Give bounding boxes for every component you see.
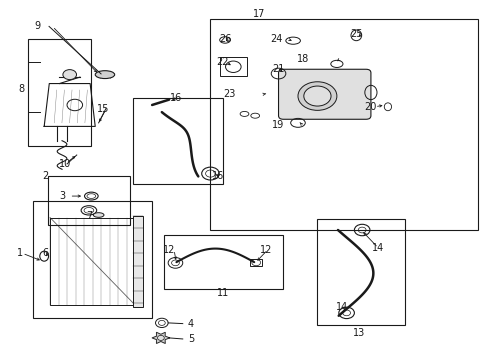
Bar [164, 235, 283, 289]
Text: 10: 10 [59, 159, 71, 169]
Text: 3: 3 [59, 191, 65, 201]
FancyBboxPatch shape [278, 69, 370, 119]
Circle shape [63, 69, 76, 80]
Ellipse shape [95, 71, 115, 78]
Bar [220, 57, 246, 76]
Text: 16: 16 [170, 93, 182, 103]
Text: 15: 15 [97, 104, 109, 113]
Text: 12: 12 [260, 245, 272, 255]
Text: 6: 6 [42, 248, 48, 258]
Bar [50, 217, 135, 305]
Text: 7: 7 [85, 211, 92, 221]
Text: 8: 8 [19, 84, 25, 94]
Bar [250, 258, 262, 266]
Circle shape [157, 336, 164, 341]
Text: 20: 20 [364, 102, 376, 112]
Text: 25: 25 [349, 28, 362, 39]
Bar [132, 98, 222, 184]
Text: 16: 16 [211, 171, 224, 181]
Bar [47, 176, 130, 225]
Text: 22: 22 [216, 57, 228, 67]
Text: 18: 18 [296, 54, 308, 64]
Bar [33, 202, 152, 318]
Bar [317, 219, 404, 325]
Ellipse shape [93, 213, 104, 217]
Bar [210, 19, 477, 230]
Text: 4: 4 [187, 319, 194, 329]
Text: 12: 12 [163, 245, 175, 255]
Text: 17: 17 [252, 9, 264, 19]
Text: 19: 19 [272, 120, 284, 130]
Text: 1: 1 [17, 248, 23, 258]
Text: 9: 9 [35, 21, 41, 31]
Text: 23: 23 [224, 89, 236, 99]
Bar [28, 39, 91, 146]
Bar [132, 216, 143, 307]
Text: 14: 14 [371, 243, 384, 253]
Text: 5: 5 [187, 334, 194, 344]
Text: 14: 14 [335, 302, 347, 312]
Text: 21: 21 [272, 64, 284, 74]
Text: 13: 13 [352, 328, 364, 338]
Text: 26: 26 [219, 34, 231, 44]
Polygon shape [152, 332, 169, 343]
Text: 2: 2 [42, 171, 48, 181]
Text: 24: 24 [269, 34, 282, 44]
Text: 11: 11 [216, 288, 228, 297]
